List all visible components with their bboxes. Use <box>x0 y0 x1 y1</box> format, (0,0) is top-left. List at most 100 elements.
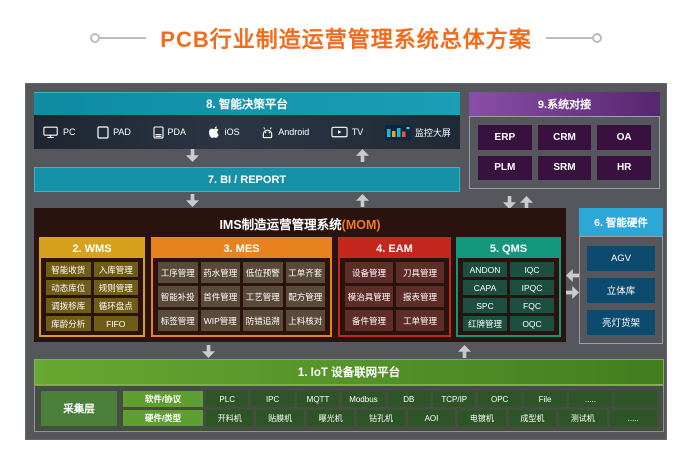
module-item: 报表管理 <box>396 286 444 307</box>
system-integration-header: 9.系统对接 <box>469 92 660 116</box>
module-item: 规则管理 <box>93 280 138 295</box>
module-qms: 5. QMS ANDON IQC CAPA IPQC SPC FQC 红牌管理 OQC <box>456 237 561 337</box>
module-mes-items: 工序管理 药水管理 低位预警 工单齐套 智能补投 首件管理 工艺管理 配方管理 标签管理 WIP管… <box>153 258 330 335</box>
iot-hardware-row: 硬件/类型 开料机 贴膜机 曝光机 钻孔机 AOI 电镀机 成型机 测试机..... <box>123 410 657 426</box>
equipment-cell: 贴膜机 <box>256 410 304 426</box>
module-item: 入库管理 <box>93 262 138 277</box>
pda-icon <box>152 125 164 139</box>
device-label: 监控大屏 <box>414 127 451 138</box>
module-wms: 2. WMS 智能收货 入库管理 动态库位 规则管理 调拨移库 循环盘点 库龄分析 FIFO <box>39 237 145 337</box>
module-item: 工单齐套 <box>285 262 325 283</box>
arrow-up-icon <box>356 149 369 162</box>
device-label: PC <box>63 127 76 137</box>
module-item: 库龄分析 <box>46 316 91 331</box>
section-smart-hardware: 6. 智能硬件 AGV 立体库 亮灯货架 <box>579 208 663 344</box>
section-decision-platform: 8. 智能决策平台 PC PAD PDA iOS <box>34 92 460 149</box>
protocol-cell: Modbus <box>342 391 385 407</box>
module-item: 工艺管理 <box>243 286 283 307</box>
protocol-cell <box>614 391 658 407</box>
arrow-down-icon <box>202 345 215 358</box>
module-item: CAPA <box>463 280 507 295</box>
module-eam: 4. EAM 设备管理 刀具管理 模治具管理 报表管理 备件管理 工单管理 <box>338 237 451 337</box>
module-item: OQC <box>510 316 554 331</box>
software-protocol-label: 软件/协议 <box>123 391 203 407</box>
section-bi-report: 7. BI / REPORT <box>34 167 460 192</box>
section-system-integration: 9.系统对接 ERP CRM OA PLM SRM HR <box>469 92 660 189</box>
equipment-cell: 开料机 <box>206 410 254 426</box>
protocol-cell: MQTT <box>296 391 340 407</box>
module-item: 低位预警 <box>243 262 283 283</box>
module-item: 循环盘点 <box>93 298 138 313</box>
title-decoration-right <box>545 33 602 43</box>
module-item: 配方管理 <box>285 286 325 307</box>
pad-icon <box>97 125 109 139</box>
integration-system-button: OA <box>597 125 651 150</box>
module-item: IPQC <box>510 280 554 295</box>
protocol-cell: DB <box>387 391 431 407</box>
integration-system-button: CRM <box>537 125 592 150</box>
module-item: FIFO <box>93 316 138 331</box>
hardware-button: 亮灯货架 <box>587 309 655 335</box>
equipment-cell: 测试机 <box>559 410 607 426</box>
arrow-left-icon <box>566 269 579 282</box>
decoration-line <box>545 37 592 39</box>
section-iot-platform: 1. IoT 设备联网平台 采集层 软件/协议 PLC IPC MQTT Modbus… <box>34 359 664 432</box>
module-item: ANDON <box>463 262 507 277</box>
equipment-cell: ..... <box>609 410 657 426</box>
module-item: 工单管理 <box>396 310 444 331</box>
device-pda: PDA <box>152 125 186 139</box>
device-label: TV <box>351 127 364 137</box>
android-icon <box>261 126 274 139</box>
hardware-type-cells: 开料机 贴膜机 曝光机 钻孔机 AOI 电镀机 成型机 测试机..... <box>206 410 657 426</box>
device-pc: PC <box>43 126 76 139</box>
iot-rows: 软件/协议 PLC IPC MQTT Modbus DB TCP/IP OPC File...… <box>123 391 658 426</box>
title-row: PCB行业制造运营管理系统总体方案 <box>0 22 692 54</box>
iot-collection-panel: 采集层 软件/协议 PLC IPC MQTT Modbus DB TCP/IP OPC Fil… <box>34 385 664 432</box>
integration-system-button: SRM <box>537 155 592 180</box>
integration-system-button: HR <box>597 155 651 180</box>
system-integration-grid: ERP CRM OA PLM SRM HR <box>469 116 660 189</box>
module-item: 动态库位 <box>46 280 91 295</box>
software-protocol-cells: PLC IPC MQTT Modbus DB TCP/IP OPC File..... <box>206 391 658 407</box>
module-item: 智能补投 <box>158 286 198 307</box>
section-mom: IMS制造运营管理系统(MOM) 2. WMS 智能收货 入库管理 动态库位 规则管理… <box>34 208 566 342</box>
equipment-cell: 电镀机 <box>458 410 506 426</box>
integration-system-button: PLM <box>478 155 532 180</box>
mom-title: IMS制造运营管理系统(MOM) <box>34 208 566 233</box>
device-pad: PAD <box>97 125 131 139</box>
title-decoration-left <box>90 33 147 43</box>
integration-system-button: ERP <box>478 125 532 150</box>
hardware-button: AGV <box>587 245 655 271</box>
module-qms-header: 5. QMS <box>458 239 559 258</box>
module-item: 工序管理 <box>158 262 198 283</box>
decision-platform-header: 8. 智能决策平台 <box>34 92 460 115</box>
module-item: FQC <box>510 298 554 313</box>
module-mes: 3. MES 工序管理 药水管理 低位预警 工单齐套 智能补投 首件管理 工艺管理 配方管理标… <box>151 237 332 337</box>
equipment-cell: AOI <box>407 410 456 426</box>
dashboard-icon <box>384 124 411 140</box>
module-wms-items: 智能收货 入库管理 动态库位 规则管理 调拨移库 循环盘点 库龄分析 FIFO <box>41 258 143 335</box>
device-monitor-wall: 监控大屏 <box>384 124 451 140</box>
module-eam-items: 设备管理 刀具管理 模治具管理 报表管理 备件管理 工单管理 <box>340 258 449 335</box>
hardware-type-label: 硬件/类型 <box>123 410 203 426</box>
architecture-panel: 8. 智能决策平台 PC PAD PDA iOS <box>25 83 667 440</box>
smart-hardware-header: 6. 智能硬件 <box>579 208 663 236</box>
decoration-dot <box>591 33 602 43</box>
protocol-cell: File <box>523 391 567 407</box>
module-item: 上料核对 <box>285 310 325 331</box>
device-label: Android <box>278 127 310 137</box>
module-item: 标签管理 <box>158 310 198 331</box>
device-label: iOS <box>224 127 240 137</box>
module-item: 调拨移库 <box>46 298 91 313</box>
decoration-line <box>100 37 147 39</box>
module-item: 防错追溯 <box>243 310 283 331</box>
module-eam-header: 4. EAM <box>340 239 449 258</box>
module-item: 刀具管理 <box>396 262 444 283</box>
module-qms-items: ANDON IQC CAPA IPQC SPC FQC 红牌管理 OQC <box>458 258 559 335</box>
mom-title-main: IMS制造运营管理系统 <box>219 218 342 232</box>
module-item: WIP管理 <box>200 310 240 331</box>
device-tv: TV <box>331 126 364 139</box>
device-ios: iOS <box>208 125 240 139</box>
module-wms-header: 2. WMS <box>41 239 143 258</box>
